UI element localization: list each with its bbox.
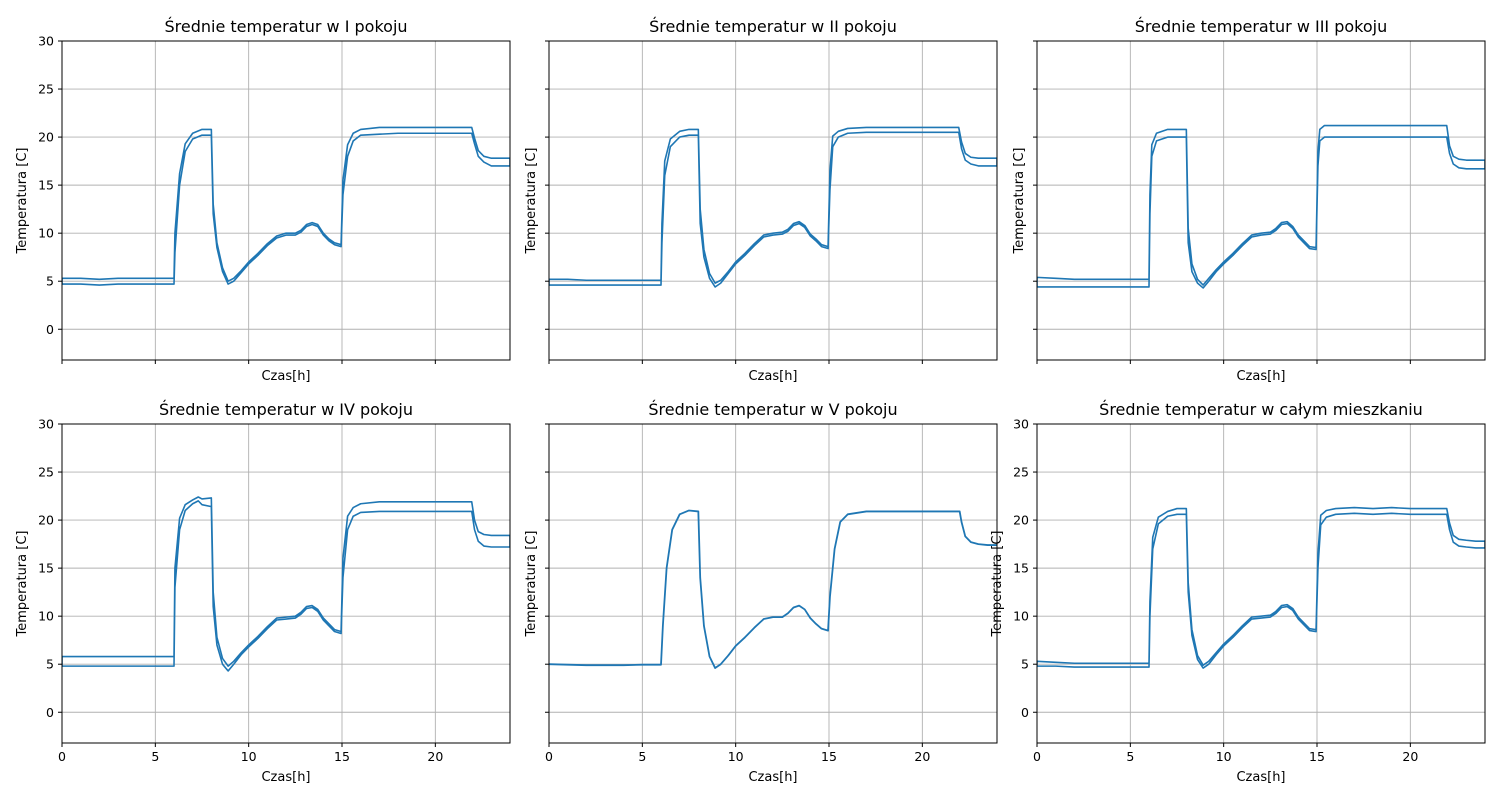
y-tick-label: 15 xyxy=(38,561,54,576)
x-tick-label: 10 xyxy=(1216,749,1232,764)
x-tick-label: 15 xyxy=(334,749,350,764)
y-tick-label: 25 xyxy=(38,465,54,480)
y-tick-label: 0 xyxy=(46,322,54,337)
x-axis-label: Czas[h] xyxy=(261,369,310,384)
y-tick-label: 0 xyxy=(1021,705,1029,720)
x-axis-label: Czas[h] xyxy=(748,770,797,785)
y-tick-label: 10 xyxy=(38,609,54,624)
series-noise-band xyxy=(1037,506,1485,669)
y-tick-label: 5 xyxy=(46,274,54,289)
x-tick-label: 0 xyxy=(545,749,553,764)
y-tick-label: 20 xyxy=(38,130,54,145)
subplot-title: Średnie temperatur w I pokoju xyxy=(164,17,407,36)
subplot-title: Średnie temperatur w II pokoju xyxy=(649,17,897,36)
series-group xyxy=(549,126,997,288)
y-tick-label: 5 xyxy=(46,657,54,672)
series-group xyxy=(1037,124,1485,289)
y-tick-label: 5 xyxy=(1021,657,1029,672)
plot-frame xyxy=(61,40,511,361)
y-axis-label: Temperatura [C] xyxy=(524,148,539,255)
x-axis-label: Czas[h] xyxy=(748,369,797,384)
y-tick-label: 15 xyxy=(38,178,54,193)
y-tick-label: 20 xyxy=(38,513,54,528)
x-tick-label: 15 xyxy=(1309,749,1325,764)
y-tick-label: 30 xyxy=(38,34,54,49)
x-tick-label: 20 xyxy=(427,749,443,764)
x-tick-label: 20 xyxy=(914,749,930,764)
subplot-3: Średnie temperatur w III pokoju Czas[h] Te… xyxy=(1012,17,1486,384)
plot-frame xyxy=(1036,40,1486,361)
y-tick-label: 10 xyxy=(38,226,54,241)
x-axis-label: Czas[h] xyxy=(1236,770,1285,785)
x-tick-label: 0 xyxy=(58,749,66,764)
y-tick-label: 25 xyxy=(38,82,54,97)
x-axis-label: Czas[h] xyxy=(1236,369,1285,384)
x-tick-label: 10 xyxy=(728,749,744,764)
subplot-title: Średnie temperatur w IV pokoju xyxy=(159,400,413,419)
subplot-2: Średnie temperatur w II pokoju Czas[h] Tem… xyxy=(524,17,998,384)
plot-frame xyxy=(548,423,998,744)
series-noise-band xyxy=(549,126,997,288)
subplot-title: Średnie temperatur w całym mieszkaniu xyxy=(1099,400,1423,419)
series-group xyxy=(549,509,997,669)
y-axis-label: Temperatura [C] xyxy=(524,531,539,638)
series-noise-band xyxy=(1037,124,1485,289)
plot-frame xyxy=(548,40,998,361)
series-noise-band xyxy=(62,126,510,286)
series-noise-band xyxy=(62,496,510,672)
x-tick-label: 20 xyxy=(1402,749,1418,764)
y-tick-label: 10 xyxy=(1013,609,1029,624)
y-tick-label: 15 xyxy=(1013,561,1029,576)
x-tick-label: 5 xyxy=(638,749,646,764)
y-axis-label: Temperatura [C] xyxy=(1012,148,1027,255)
series-group xyxy=(1037,506,1485,669)
x-tick-label: 0 xyxy=(1033,749,1041,764)
y-tick-label: 30 xyxy=(38,417,54,432)
subplot-5: 0 5 10 15 20 Średnie temperatur w V pokoju Cza… xyxy=(524,400,998,785)
subplot-title: Średnie temperatur w V pokoju xyxy=(648,400,897,419)
subplot-6: 0 5 10 15 20 0 5 10 15 20 25 30 Średnie temperatur w… xyxy=(990,400,1486,785)
x-tick-label: 5 xyxy=(1126,749,1134,764)
subplot-4: 0 5 10 15 20 0 5 10 15 20 25 30 Średnie temperatur w… xyxy=(15,400,511,785)
x-tick-label: 15 xyxy=(821,749,837,764)
x-tick-label: 5 xyxy=(151,749,159,764)
x-axis-label: Czas[h] xyxy=(261,770,310,785)
subplot-1: 0 5 10 15 20 25 30 Średnie temperatur w I pokoj… xyxy=(15,17,511,384)
x-tick-label: 10 xyxy=(241,749,257,764)
series-group xyxy=(62,496,510,672)
y-tick-label: 20 xyxy=(1013,513,1029,528)
y-tick-label: 30 xyxy=(1013,417,1029,432)
subplot-title: Średnie temperatur w III pokoju xyxy=(1135,17,1388,36)
y-axis-label: Temperatura [C] xyxy=(15,148,30,255)
y-tick-label: 25 xyxy=(1013,465,1029,480)
plot-frame xyxy=(61,423,511,744)
y-axis-label: Temperatura [C] xyxy=(15,531,30,638)
y-axis-label: Temperatura [C] xyxy=(990,531,1005,638)
y-tick-label: 0 xyxy=(46,705,54,720)
series-line xyxy=(549,509,997,669)
plot-frame xyxy=(1036,423,1486,744)
series-group xyxy=(62,126,510,286)
